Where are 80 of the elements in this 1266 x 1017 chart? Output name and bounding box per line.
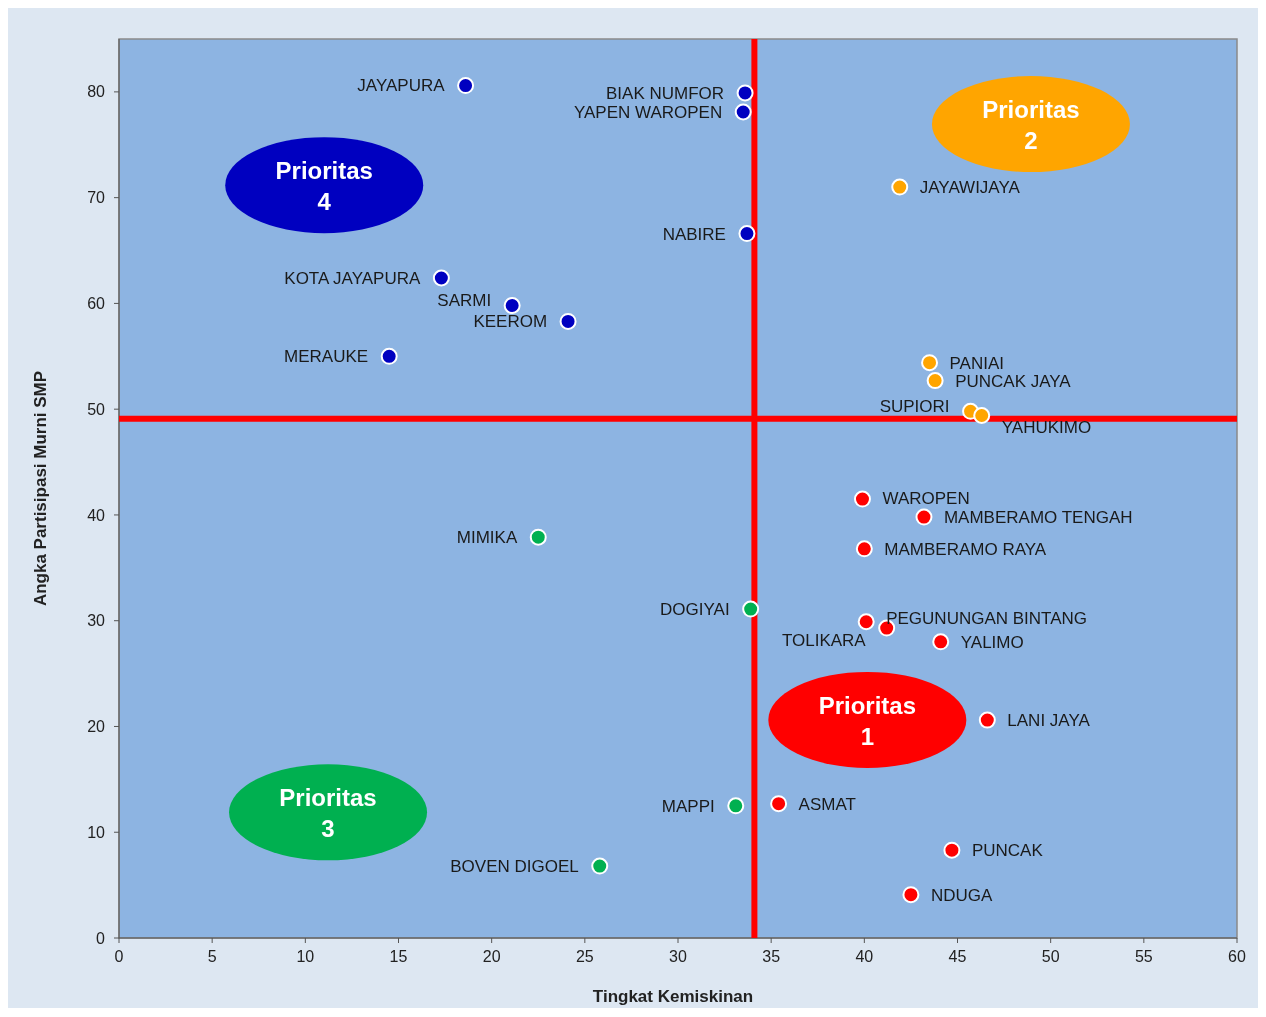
annotation: SUPIORI: [879, 397, 950, 417]
x-tick-label: 0: [114, 948, 124, 965]
annotation: WAROPEN: [882, 489, 970, 509]
point: [770, 795, 788, 813]
y-tick-label: 10: [87, 823, 106, 841]
annotation: TOLIKARA: [781, 631, 867, 651]
point: [853, 490, 871, 508]
point: [457, 77, 475, 95]
point: [915, 508, 933, 526]
y-tick-label: 0: [96, 929, 106, 947]
annotation: Prioritas 3: [279, 784, 377, 843]
annotation: PUNCAK: [971, 841, 1044, 861]
x-tick-label: 50: [1041, 948, 1060, 965]
annotation: SARMI: [437, 291, 492, 311]
annotation: YAHUKIMO: [1001, 418, 1092, 438]
point: [857, 613, 875, 631]
annotation: MIMIKA: [456, 528, 518, 548]
point: [432, 269, 450, 287]
annotation: NDUGA: [930, 885, 993, 905]
point: [503, 297, 521, 315]
annotation: MAMBERAMO TENGAH: [943, 508, 1133, 528]
x-tick-label: 20: [482, 948, 501, 965]
annotation: YAPEN WAROPEN: [573, 102, 723, 122]
y-axis-title: Angka Partisipasi Murni SMP: [31, 370, 50, 607]
annotation: DOGIYAI: [660, 600, 730, 620]
annotation: BOVEN DIGOEL: [450, 857, 579, 877]
x-axis-title: Tingkat Kemiskinan: [592, 987, 754, 1006]
y-tick-label: 50: [87, 400, 106, 418]
y-tick-label: 60: [87, 295, 106, 313]
annotation: ASMAT: [798, 794, 856, 814]
annotation: YALIMO: [960, 632, 1024, 652]
point: [734, 103, 752, 121]
annotation: NABIRE: [662, 224, 726, 244]
y-tick-label: 70: [87, 189, 106, 207]
point: [921, 354, 939, 372]
point: [926, 372, 944, 390]
y-tick-label: 30: [87, 612, 106, 630]
annotation: MAPPI: [661, 796, 715, 816]
point: [943, 841, 961, 859]
annotation: KEEROM: [473, 312, 548, 332]
y-tick-label: 40: [87, 506, 106, 524]
point: [742, 600, 760, 618]
annotation: PUNCAK JAYA: [955, 371, 1072, 391]
x-tick-label: 15: [389, 948, 408, 965]
annotation: PEGUNUNGAN BINTANG: [886, 608, 1088, 628]
annotation: MAMBERAMO RAYA: [884, 539, 1047, 559]
x-tick-label: 30: [669, 948, 687, 965]
x-tick-label: 5: [207, 948, 217, 965]
annotation: Prioritas 2: [982, 96, 1080, 155]
annotation: MERAUKE: [284, 347, 369, 367]
annotation: BIAK NUMFOR: [606, 83, 725, 103]
point: [529, 528, 547, 546]
point: [932, 633, 950, 651]
x-tick-label: 60: [1228, 948, 1246, 965]
annotation: PANIAI: [949, 353, 1005, 373]
point: [380, 347, 398, 365]
annotation: Prioritas 1: [818, 691, 917, 750]
point: [738, 225, 756, 243]
annotation: Prioritas 4: [275, 157, 373, 216]
annotation: JAYAWIJAYA: [919, 178, 1021, 198]
point: [736, 84, 754, 102]
annotation: JAYAPURA: [357, 76, 446, 96]
x-tick-label: 55: [1134, 948, 1153, 965]
x-tick-label: 45: [948, 948, 967, 965]
annotation: KOTA JAYAPURA: [284, 268, 421, 288]
annotation: LANI JAYA: [1007, 711, 1091, 731]
x-tick-label: 35: [762, 948, 781, 965]
x-tick-label: 10: [296, 948, 315, 965]
point: [727, 797, 745, 815]
point: [973, 407, 991, 425]
point: [978, 711, 996, 729]
point: [591, 857, 609, 875]
point: [902, 886, 920, 904]
y-tick-label: 20: [87, 718, 106, 736]
point: [559, 312, 577, 330]
y-tick-label: 80: [87, 83, 106, 101]
point: [891, 178, 909, 196]
point: [855, 540, 873, 558]
x-tick-label: 40: [855, 948, 874, 965]
x-tick-label: 25: [575, 948, 594, 965]
